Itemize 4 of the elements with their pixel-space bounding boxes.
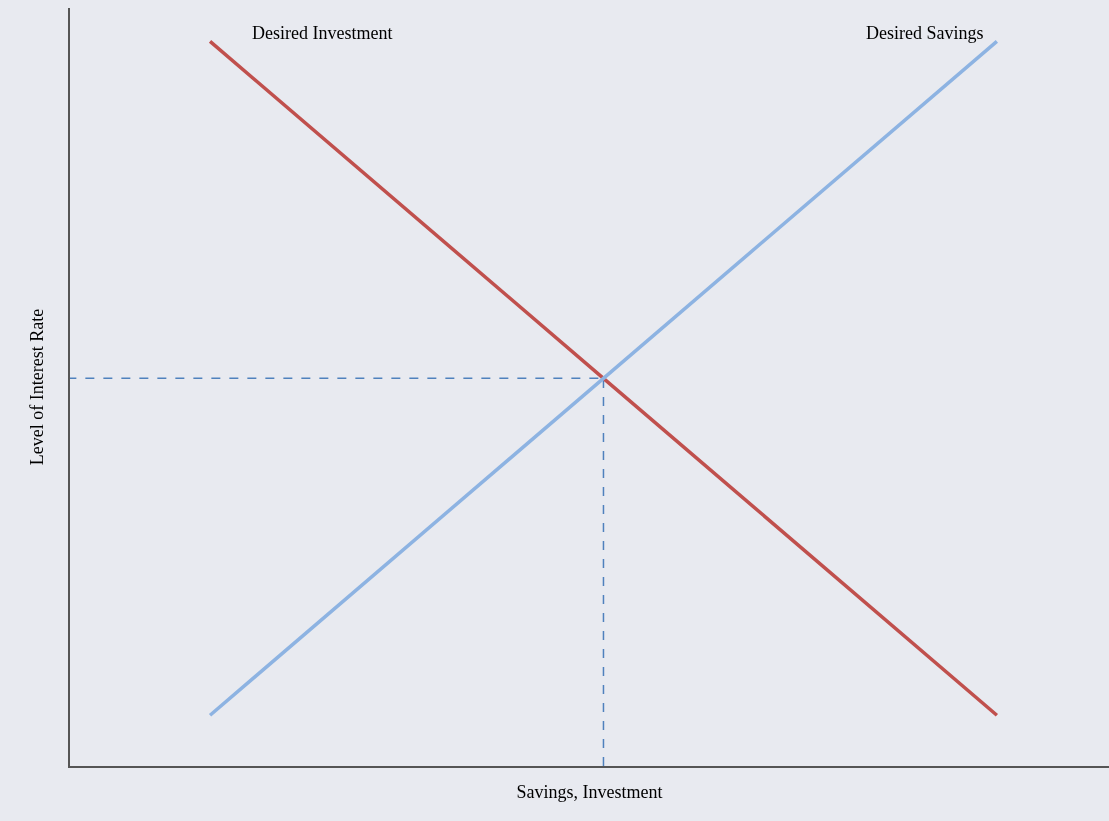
y-axis-title: Level of Interest Rate bbox=[26, 308, 47, 466]
series-label: Desired Investment bbox=[252, 23, 393, 43]
x-axis-title: Savings, Investment bbox=[516, 781, 663, 802]
series-label: Desired Savings bbox=[866, 23, 984, 43]
